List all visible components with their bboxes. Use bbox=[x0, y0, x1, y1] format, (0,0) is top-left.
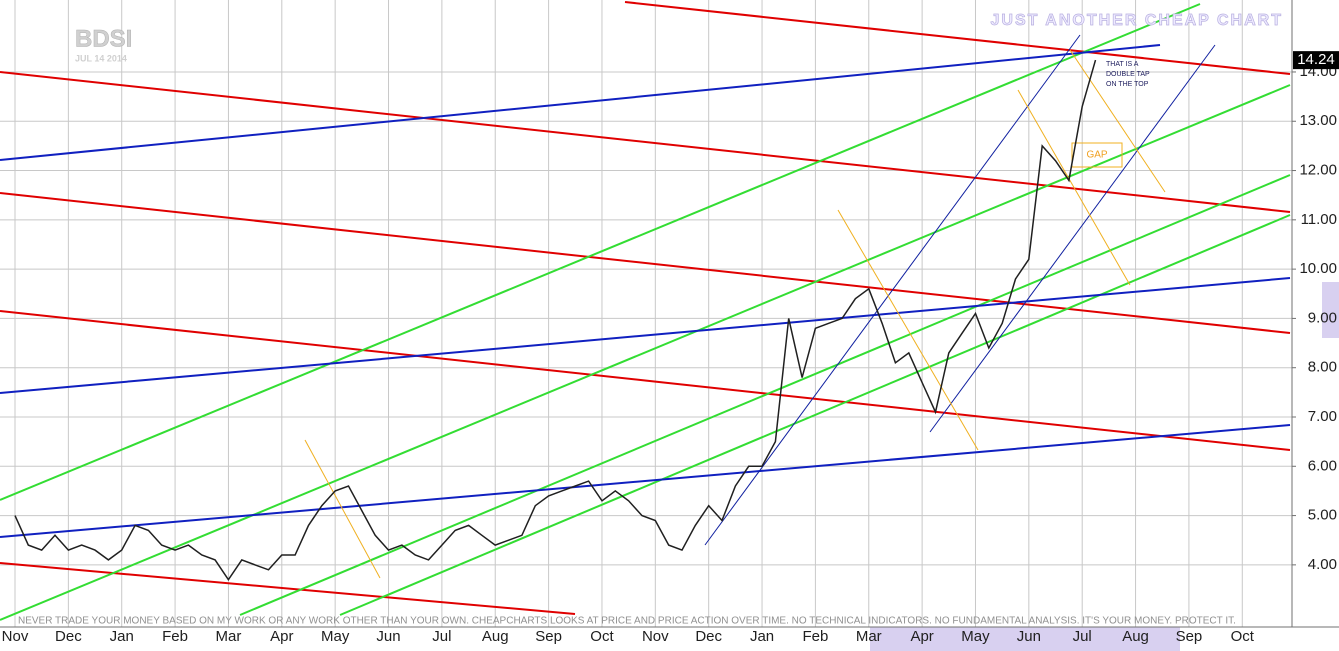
scroll-handle[interactable] bbox=[1322, 282, 1339, 338]
x-tick-label: Jun bbox=[1017, 628, 1041, 645]
x-tick-label: Apr bbox=[910, 628, 933, 645]
x-tick-label: Oct bbox=[1231, 628, 1255, 645]
symbol: BDSI bbox=[75, 25, 132, 52]
y-tick-label: 4.00 bbox=[1308, 556, 1337, 573]
x-tick-label: Nov bbox=[2, 628, 29, 645]
x-tick-label: Aug bbox=[1122, 628, 1149, 645]
annotation: DOUBLE TAP bbox=[1106, 71, 1150, 78]
x-tick-label: Jul bbox=[1073, 628, 1092, 645]
blue-line bbox=[0, 44, 1161, 161]
green-line bbox=[0, 3, 1201, 501]
yellow-line bbox=[1017, 89, 1131, 286]
axis-labels: 4.00 5.00 6.00 7.00 8.00 9.00 10.00 11.00 12.00 1… bbox=[2, 63, 1337, 645]
green-line bbox=[239, 174, 1291, 616]
y-tick-label: 10.00 bbox=[1299, 260, 1337, 277]
y-tick-label: 6.00 bbox=[1308, 457, 1337, 474]
last-price-label: 14.24 bbox=[1297, 51, 1335, 68]
red-line bbox=[0, 310, 1291, 451]
x-tick-label: Jan bbox=[750, 628, 774, 645]
price-line bbox=[14, 59, 1097, 582]
x-tick-label: Dec bbox=[55, 628, 82, 645]
chart-title: JUST ANOTHER CHEAP CHART bbox=[991, 12, 1283, 29]
x-tick-label: Mar bbox=[856, 628, 882, 645]
date: JUL 14 2014 bbox=[75, 53, 127, 63]
red-line bbox=[0, 562, 576, 615]
channel-line bbox=[929, 44, 1216, 433]
x-tick-label: Sep bbox=[1176, 628, 1203, 645]
blue-line bbox=[0, 424, 1291, 538]
y-tick-label: 11.00 bbox=[1301, 211, 1337, 228]
y-tick-label: 8.00 bbox=[1308, 359, 1337, 376]
data-marks: 14.24 bbox=[14, 51, 1339, 582]
green-line bbox=[339, 214, 1291, 616]
yellow-line bbox=[1069, 49, 1166, 193]
x-tick-label: Jul bbox=[432, 628, 451, 645]
y-tick-label: 12.00 bbox=[1299, 162, 1337, 179]
x-tick-label: Aug bbox=[482, 628, 509, 645]
channel-line bbox=[704, 34, 1081, 546]
x-tick-label: Feb bbox=[162, 628, 188, 645]
red-line bbox=[0, 192, 1291, 334]
x-tick-label: Mar bbox=[216, 628, 242, 645]
x-tick-label: Jun bbox=[376, 628, 400, 645]
x-tick-label: Dec bbox=[695, 628, 722, 645]
x-tick-label: Nov bbox=[642, 628, 669, 645]
yellow-line bbox=[304, 439, 381, 579]
x-tick-label: May bbox=[321, 628, 350, 645]
disclaimer: NEVER TRADE YOUR MONEY BASED ON MY WORK … bbox=[18, 616, 1236, 627]
green-line bbox=[0, 84, 1291, 621]
blue-line bbox=[0, 277, 1291, 394]
grid bbox=[0, 0, 1292, 627]
annotation: THAT IS A bbox=[1106, 61, 1139, 68]
x-tick-label: May bbox=[961, 628, 990, 645]
y-tick-label: 7.00 bbox=[1308, 408, 1337, 425]
trend-lines bbox=[0, 1, 1291, 621]
gap-box bbox=[1071, 142, 1123, 168]
last-price-box bbox=[1293, 51, 1339, 70]
red-line bbox=[624, 1, 1291, 75]
x-tick-label: Feb bbox=[802, 628, 828, 645]
y-tick-label: 13.00 bbox=[1299, 112, 1337, 129]
x-tick-label: Oct bbox=[590, 628, 614, 645]
range-selector[interactable] bbox=[870, 627, 1180, 651]
y-tick-label: 9.00 bbox=[1308, 309, 1337, 326]
gap-label: GAP bbox=[1086, 150, 1107, 161]
yellow-line bbox=[837, 209, 979, 451]
y-tick-label: 5.00 bbox=[1308, 507, 1337, 524]
x-tick-label: Apr bbox=[270, 628, 293, 645]
x-tick-label: Jan bbox=[110, 628, 134, 645]
annotation: ON THE TOP bbox=[1106, 81, 1149, 88]
x-tick-label: Sep bbox=[535, 628, 562, 645]
